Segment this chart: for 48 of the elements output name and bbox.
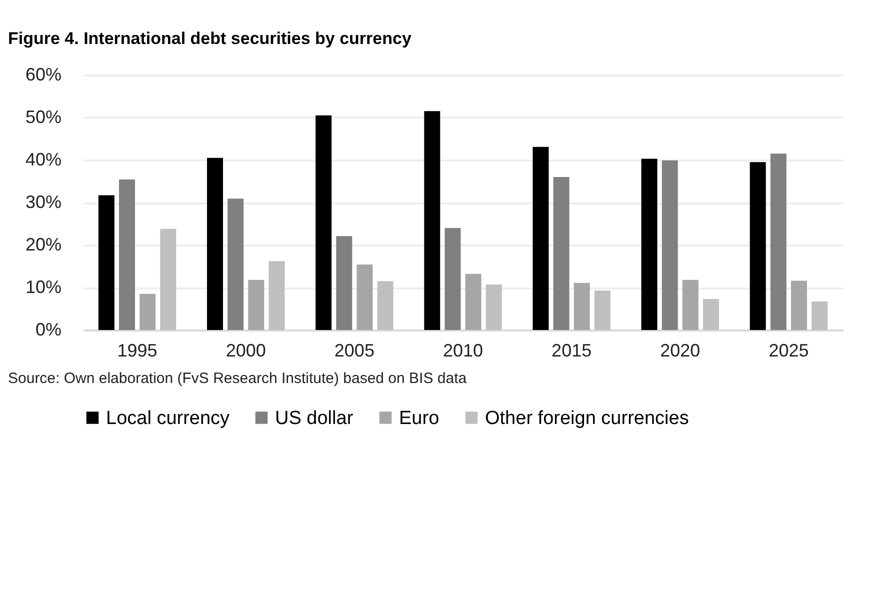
bar — [594, 290, 610, 330]
bar — [268, 261, 285, 330]
bar — [119, 180, 135, 330]
bar — [682, 280, 698, 330]
legend-label: Euro — [399, 408, 440, 429]
bar — [641, 158, 658, 330]
bar — [140, 294, 156, 330]
bar — [160, 228, 176, 330]
bar — [207, 158, 223, 330]
y-tick-label: 0% — [35, 320, 62, 340]
legend-label: Other foreign currencies — [485, 408, 689, 429]
y-tick-label: 50% — [25, 107, 62, 127]
bar — [812, 302, 828, 330]
chart-title: Figure 4. International debt securities by currency — [8, 29, 412, 48]
y-tick-label: 10% — [25, 277, 62, 297]
bar — [444, 228, 461, 330]
bar — [791, 280, 807, 330]
x-tick-label: 2020 — [660, 340, 700, 360]
bar — [356, 264, 373, 330]
bar — [662, 160, 678, 330]
bar — [553, 177, 570, 330]
bar — [424, 111, 440, 330]
x-tick-label: 2000 — [226, 340, 266, 360]
bar — [486, 284, 502, 330]
y-tick-label: 30% — [25, 192, 62, 212]
bar — [770, 154, 786, 330]
bar — [750, 162, 766, 330]
source-note: Source: Own elaboration (FvS Research Institute) based on BIS data — [8, 370, 468, 387]
x-tick-label: 2010 — [442, 340, 484, 360]
x-tick-label: 2025 — [768, 340, 809, 360]
bar — [248, 280, 264, 330]
bar — [377, 281, 394, 330]
bar — [228, 198, 244, 330]
y-tick-label: 60% — [25, 64, 62, 84]
x-tick-label: 1995 — [117, 340, 158, 360]
y-tick-label: 20% — [25, 234, 62, 254]
bar — [98, 195, 114, 330]
bar — [316, 115, 332, 330]
legend-label: Local currency — [106, 408, 230, 429]
x-tick-label: 2015 — [552, 340, 592, 360]
y-tick-label: 40% — [25, 150, 62, 170]
bar — [574, 282, 590, 330]
x-tick-label: 2005 — [334, 340, 374, 360]
bar — [703, 298, 719, 330]
bar — [465, 274, 482, 330]
bar — [532, 146, 549, 330]
bar — [336, 236, 352, 330]
legend-label: US dollar — [275, 408, 354, 429]
